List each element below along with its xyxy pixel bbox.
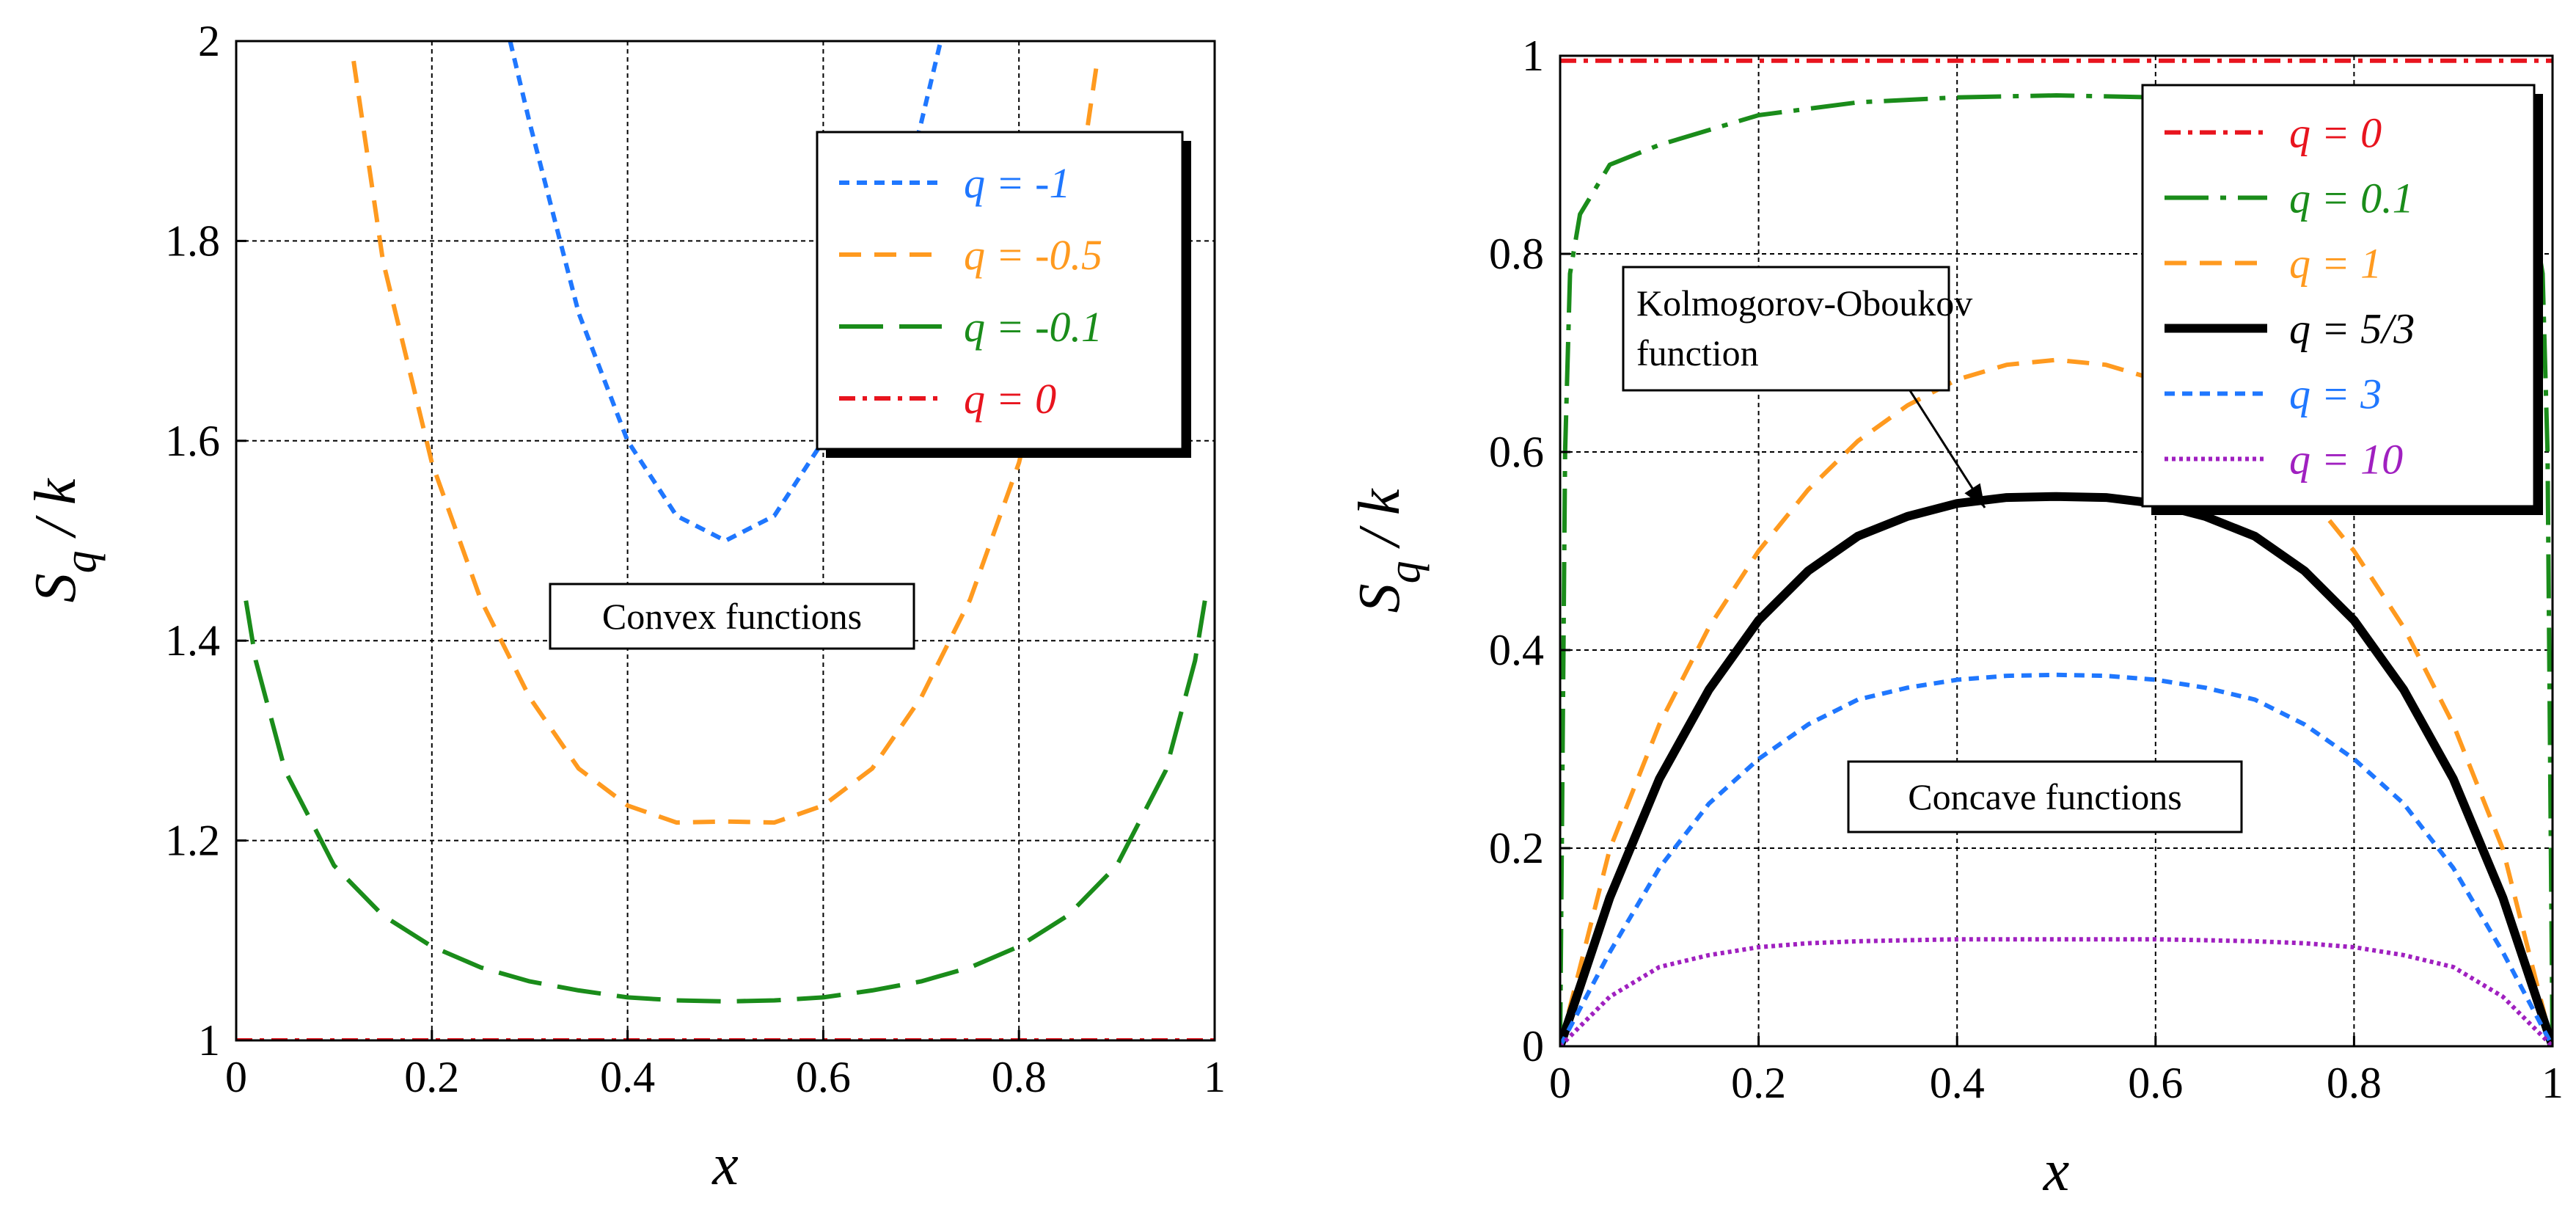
annotation-box bbox=[1847, 760, 2243, 833]
y-axis-label-main: S bbox=[1347, 583, 1412, 613]
arrow-annotation-line-1: Kolmogorov-Oboukov bbox=[1636, 282, 1972, 324]
x-tick-label: 0 bbox=[225, 1053, 247, 1101]
series-line-q-10 bbox=[1560, 937, 2553, 1046]
series-line-q-neg1 bbox=[508, 41, 943, 543]
annotation-text: Convex functions bbox=[602, 596, 862, 637]
y-tick-label: 1.2 bbox=[165, 817, 220, 865]
series-line-q-3 bbox=[1560, 672, 2553, 1046]
x-tick-label: 0.4 bbox=[600, 1053, 655, 1101]
x-tick-label: 0.2 bbox=[404, 1053, 459, 1101]
legend-entry: q = 0 bbox=[2289, 109, 2382, 157]
x-tick-label: 0.8 bbox=[992, 1053, 1047, 1101]
x-axis-label: x bbox=[711, 1133, 739, 1197]
legend-entry: q = 3 bbox=[2289, 371, 2382, 418]
left-chart-convex: 0 0.2 0.4 0.6 0.8 1 1 1.2 1.4 1.6 1.8 2 x Sq / k q = -… bbox=[23, 17, 1226, 1197]
right-chart-concave: 0 0.2 0.4 0.6 0.8 1 0 0.2 0.4 0.6 0.8 1 x Sq / k q = 0… bbox=[1347, 32, 2564, 1203]
y-tick-label: 1.8 bbox=[165, 216, 220, 265]
x-axis-label: x bbox=[2043, 1139, 2070, 1203]
y-tick-label: 1 bbox=[1522, 32, 1544, 80]
x-tick-label: 0.2 bbox=[1731, 1059, 1786, 1107]
y-axis-label: Sq / k bbox=[1347, 488, 1430, 613]
legend-entry: q = -1 bbox=[964, 159, 1070, 207]
x-tick-label: 1 bbox=[2542, 1059, 2564, 1107]
y-tick-label: 1.6 bbox=[165, 417, 220, 465]
arrow-annotation-box bbox=[1622, 266, 1950, 392]
series-line-q-1 bbox=[1560, 357, 2553, 1046]
x-tick-label: 0.4 bbox=[1930, 1059, 1985, 1107]
y-tick-label: 2 bbox=[198, 17, 220, 65]
y-axis-label-subscript: q bbox=[56, 550, 106, 573]
y-tick-label: 0.6 bbox=[1489, 428, 1544, 476]
y-axis-label-main: S bbox=[23, 573, 88, 602]
y-axis-label-rest: / k bbox=[1347, 488, 1412, 561]
plot-frame bbox=[1559, 54, 2554, 1048]
y-axis-label: Sq / k bbox=[23, 478, 106, 602]
y-tick-label: 0 bbox=[1522, 1022, 1544, 1070]
x-tick-label: 0.6 bbox=[2128, 1059, 2183, 1107]
series-group bbox=[236, 41, 1215, 1040]
y-tick-label: 1 bbox=[198, 1016, 220, 1065]
series-line-q-1p6667 bbox=[1560, 492, 2553, 1046]
legend-entry: q = 10 bbox=[2289, 436, 2403, 484]
arrow-annotation-line-2: function bbox=[1636, 332, 1759, 373]
series-line-q-neg0p5 bbox=[351, 60, 1099, 825]
plot-frame bbox=[235, 40, 1216, 1042]
x-tick-label: 0.8 bbox=[2327, 1059, 2382, 1107]
legend-box bbox=[2141, 84, 2536, 508]
y-axis-label-subscript: q bbox=[1380, 561, 1430, 583]
x-tick-label: 1 bbox=[1204, 1053, 1226, 1101]
y-tick-label: 0.8 bbox=[1489, 230, 1544, 278]
legend-entry: q = 0 bbox=[964, 375, 1056, 423]
arrow-head bbox=[1964, 483, 1985, 508]
legend-entry: q = 0.1 bbox=[2289, 175, 2414, 222]
arrow-line bbox=[1909, 390, 1986, 508]
annotation-text: Concave functions bbox=[1908, 776, 2182, 817]
x-tick-label: 0 bbox=[1549, 1059, 1571, 1107]
y-tick-label: 1.4 bbox=[165, 616, 220, 665]
legend-entry: q = -0.5 bbox=[964, 231, 1102, 279]
series-group bbox=[1560, 58, 2553, 1046]
legend-entry: q = 1 bbox=[2289, 240, 2382, 288]
series-line-q-neg0p1 bbox=[244, 600, 1207, 1004]
y-axis-label-rest: / k bbox=[23, 478, 88, 550]
x-tick-label: 0.6 bbox=[796, 1053, 851, 1101]
legend-entry: q = -0.1 bbox=[964, 303, 1102, 351]
annotation-box bbox=[549, 583, 915, 650]
y-tick-label: 0.4 bbox=[1489, 626, 1544, 674]
legend-entry: q = 5/3 bbox=[2289, 305, 2415, 353]
y-tick-label: 0.2 bbox=[1489, 824, 1544, 872]
